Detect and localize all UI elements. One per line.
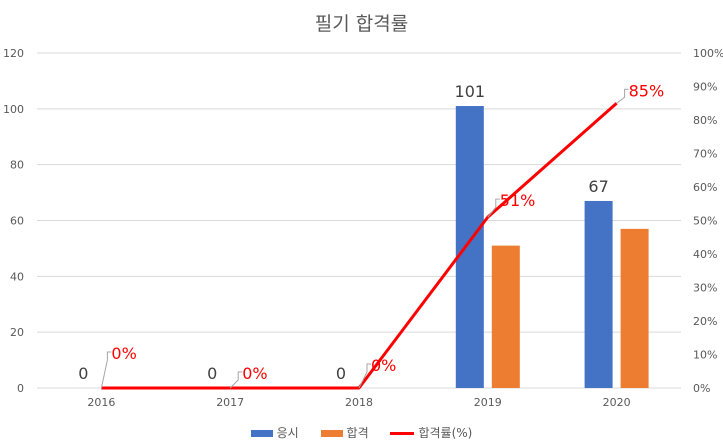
rate-label-leader	[358, 363, 371, 389]
y-axis-tick-label: 120	[3, 47, 24, 60]
legend-label-passed: 합격	[346, 426, 369, 440]
rate-label-leader	[616, 88, 629, 104]
x-axis-tick-label: 2017	[216, 396, 244, 409]
y2-axis-tick-label: 0%	[693, 382, 710, 395]
rate-label-leader	[229, 371, 243, 389]
y2-axis-tick-label: 50%	[693, 215, 717, 228]
bar-data-label: 0	[78, 364, 88, 383]
bar-data-label: 67	[588, 177, 608, 196]
legend-swatch-applicants	[250, 430, 273, 437]
chart-legend: 응시 합격 합격률(%)	[0, 424, 723, 441]
rate-data-label: 0%	[111, 344, 136, 363]
y-axis-tick-label: 40	[10, 270, 24, 283]
y2-axis-tick-label: 10%	[693, 349, 717, 362]
bar-data-label: 101	[455, 82, 486, 101]
legend-label-applicants: 응시	[276, 426, 299, 440]
x-axis-tick-label: 2020	[603, 396, 631, 409]
rate-label-leader	[100, 351, 112, 389]
bar-data-label: 0	[207, 364, 217, 383]
rate-data-label: 51%	[500, 191, 536, 210]
legend-item-applicants: 응시	[250, 424, 299, 441]
pass-rate-line	[101, 102, 618, 390]
y-axis-tick-label: 0	[17, 382, 24, 395]
legend-item-pass-rate: 합격률(%)	[390, 424, 472, 441]
bar-data-label: 0	[336, 364, 346, 383]
y2-axis-tick-label: 80%	[693, 114, 717, 127]
y2-axis-tick-label: 100%	[693, 47, 723, 60]
x-axis-tick-label: 2019	[474, 396, 502, 409]
y-axis-tick-label: 80	[10, 159, 24, 172]
y2-axis-tick-label: 40%	[693, 248, 717, 261]
y2-axis-tick-label: 60%	[693, 181, 717, 194]
chart-plot-area: 0 20 40 60 80 100 120 0% 10% 20% 30% 40% 50% 60% 70% 80…	[3, 47, 723, 409]
rate-data-label: 85%	[629, 81, 665, 100]
y2-axis-tick-label: 20%	[693, 315, 717, 328]
legend-label-pass-rate: 합격률(%)	[418, 426, 473, 440]
x-axis-tick-label: 2018	[345, 396, 373, 409]
legend-swatch-passed	[320, 430, 343, 437]
rate-data-label: 0%	[371, 356, 396, 375]
y-axis-tick-label: 20	[10, 326, 24, 339]
rate-data-label: 0%	[242, 364, 267, 383]
chart-title: 필기 합격률	[314, 13, 409, 35]
bar-applicants	[584, 200, 613, 388]
legend-item-passed: 합격	[320, 424, 369, 441]
y2-axis-tick-label: 90%	[693, 81, 717, 94]
y-axis-tick-label: 100	[3, 103, 24, 116]
bar-passed	[620, 228, 649, 388]
x-axis-tick-label: 2016	[87, 396, 115, 409]
y2-axis-tick-label: 70%	[693, 148, 717, 161]
y2-axis-tick-label: 30%	[693, 282, 717, 295]
bar-applicants	[455, 106, 484, 389]
y-axis-tick-label: 60	[10, 215, 24, 228]
bar-passed	[491, 245, 520, 388]
rate-label-leader	[487, 198, 500, 218]
legend-swatch-pass-rate	[390, 432, 415, 435]
